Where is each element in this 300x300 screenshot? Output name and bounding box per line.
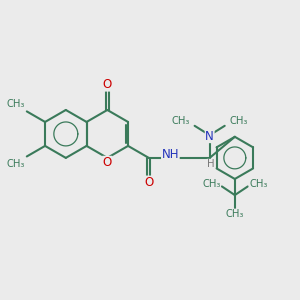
Text: CH₃: CH₃	[172, 116, 190, 126]
Text: O: O	[103, 78, 112, 91]
Text: O: O	[144, 176, 153, 189]
Text: CH₃: CH₃	[226, 209, 244, 219]
Text: H: H	[207, 159, 214, 169]
Text: CH₃: CH₃	[6, 99, 25, 109]
Text: NH: NH	[162, 148, 179, 161]
Text: CH₃: CH₃	[202, 178, 220, 188]
Text: N: N	[205, 130, 214, 142]
Text: CH₃: CH₃	[249, 178, 268, 188]
Text: O: O	[103, 156, 112, 170]
Text: CH₃: CH₃	[229, 116, 248, 126]
Text: CH₃: CH₃	[6, 159, 25, 169]
